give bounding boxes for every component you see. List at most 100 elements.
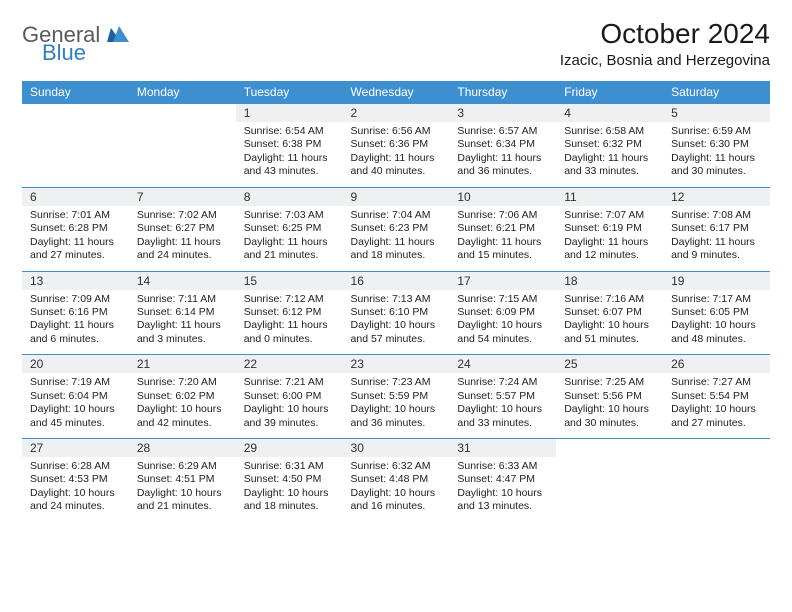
day-cell [663,438,770,522]
day-cell: 11Sunrise: 7:07 AMSunset: 6:19 PMDayligh… [556,187,663,271]
day-cell: 9Sunrise: 7:04 AMSunset: 6:23 PMDaylight… [343,187,450,271]
day-body: Sunrise: 6:57 AMSunset: 6:34 PMDaylight:… [449,122,556,187]
day-line: and 12 minutes. [564,249,655,262]
day-header: Monday [129,81,236,103]
day-cell: 27Sunrise: 6:28 AMSunset: 4:53 PMDayligh… [22,438,129,522]
day-body: Sunrise: 6:28 AMSunset: 4:53 PMDaylight:… [22,457,129,522]
day-line: Sunset: 6:12 PM [244,306,335,319]
day-line: and 45 minutes. [30,417,121,430]
day-number: 27 [22,438,129,457]
day-cell: 25Sunrise: 7:25 AMSunset: 5:56 PMDayligh… [556,354,663,438]
day-line: Sunset: 6:36 PM [351,138,442,151]
day-body: Sunrise: 7:17 AMSunset: 6:05 PMDaylight:… [663,290,770,355]
day-line: Daylight: 11 hours [564,152,655,165]
day-line: and 3 minutes. [137,333,228,346]
day-line: Sunset: 5:59 PM [351,390,442,403]
day-line: Sunset: 6:30 PM [671,138,762,151]
week-row: 1Sunrise: 6:54 AMSunset: 6:38 PMDaylight… [22,103,770,187]
day-body: Sunrise: 6:58 AMSunset: 6:32 PMDaylight:… [556,122,663,187]
day-line: Sunrise: 7:01 AM [30,209,121,222]
day-cell: 26Sunrise: 7:27 AMSunset: 5:54 PMDayligh… [663,354,770,438]
day-line: Sunrise: 7:12 AM [244,293,335,306]
day-line: Sunrise: 7:06 AM [457,209,548,222]
day-line: Sunset: 6:28 PM [30,222,121,235]
day-line: Sunset: 6:02 PM [137,390,228,403]
day-line: and 33 minutes. [564,165,655,178]
day-line: Sunrise: 7:11 AM [137,293,228,306]
day-line: Daylight: 11 hours [671,152,762,165]
day-line: Daylight: 11 hours [30,236,121,249]
day-line: Sunset: 6:09 PM [457,306,548,319]
day-cell: 22Sunrise: 7:21 AMSunset: 6:00 PMDayligh… [236,354,343,438]
day-line: Daylight: 10 hours [137,487,228,500]
day-body: Sunrise: 7:06 AMSunset: 6:21 PMDaylight:… [449,206,556,271]
day-body [556,457,663,511]
day-number: 12 [663,187,770,206]
day-line: Sunrise: 7:21 AM [244,376,335,389]
day-number: 5 [663,103,770,122]
day-cell: 29Sunrise: 6:31 AMSunset: 4:50 PMDayligh… [236,438,343,522]
day-line: Daylight: 11 hours [671,236,762,249]
day-number: 9 [343,187,450,206]
day-header: Wednesday [343,81,450,103]
day-line: and 21 minutes. [244,249,335,262]
day-line: Sunrise: 6:33 AM [457,460,548,473]
day-body: Sunrise: 7:07 AMSunset: 6:19 PMDaylight:… [556,206,663,271]
day-line: Daylight: 10 hours [457,319,548,332]
day-number: 18 [556,271,663,290]
day-cell: 2Sunrise: 6:56 AMSunset: 6:36 PMDaylight… [343,103,450,187]
day-line: and 43 minutes. [244,165,335,178]
day-line: and 27 minutes. [30,249,121,262]
day-cell: 16Sunrise: 7:13 AMSunset: 6:10 PMDayligh… [343,271,450,355]
day-line: Sunset: 6:21 PM [457,222,548,235]
day-body: Sunrise: 7:12 AMSunset: 6:12 PMDaylight:… [236,290,343,355]
header: General Blue October 2024 Izacic, Bosnia… [22,18,770,69]
day-line: Sunrise: 7:20 AM [137,376,228,389]
day-cell: 13Sunrise: 7:09 AMSunset: 6:16 PMDayligh… [22,271,129,355]
day-line: Daylight: 10 hours [244,403,335,416]
day-body: Sunrise: 6:56 AMSunset: 6:36 PMDaylight:… [343,122,450,187]
day-body: Sunrise: 6:59 AMSunset: 6:30 PMDaylight:… [663,122,770,187]
day-body: Sunrise: 7:16 AMSunset: 6:07 PMDaylight:… [556,290,663,355]
day-line: Sunrise: 6:58 AM [564,125,655,138]
day-header: Sunday [22,81,129,103]
day-header: Friday [556,81,663,103]
day-line: Sunrise: 7:15 AM [457,293,548,306]
day-number: 28 [129,438,236,457]
day-line: Daylight: 10 hours [351,487,442,500]
day-line: and 21 minutes. [137,500,228,513]
day-line: Sunset: 6:25 PM [244,222,335,235]
day-line: Sunrise: 7:16 AM [564,293,655,306]
day-cell: 17Sunrise: 7:15 AMSunset: 6:09 PMDayligh… [449,271,556,355]
day-line: Sunset: 5:57 PM [457,390,548,403]
day-line: Daylight: 11 hours [457,236,548,249]
day-cell [22,103,129,187]
day-number: 25 [556,354,663,373]
logo-triangle-icon [107,24,129,46]
day-line: and 48 minutes. [671,333,762,346]
day-line: Sunrise: 7:17 AM [671,293,762,306]
day-line: Sunset: 4:51 PM [137,473,228,486]
day-line: Sunset: 6:16 PM [30,306,121,319]
day-line: and 27 minutes. [671,417,762,430]
day-body: Sunrise: 6:33 AMSunset: 4:47 PMDaylight:… [449,457,556,522]
day-line: and 0 minutes. [244,333,335,346]
day-line: Sunset: 4:53 PM [30,473,121,486]
day-line: Daylight: 10 hours [30,487,121,500]
day-line: and 16 minutes. [351,500,442,513]
day-body: Sunrise: 7:27 AMSunset: 5:54 PMDaylight:… [663,373,770,438]
day-line: Sunrise: 7:19 AM [30,376,121,389]
day-line: and 42 minutes. [137,417,228,430]
day-body: Sunrise: 6:54 AMSunset: 6:38 PMDaylight:… [236,122,343,187]
day-line: Sunset: 6:10 PM [351,306,442,319]
day-cell: 24Sunrise: 7:24 AMSunset: 5:57 PMDayligh… [449,354,556,438]
day-body: Sunrise: 6:31 AMSunset: 4:50 PMDaylight:… [236,457,343,522]
day-line: Daylight: 11 hours [244,236,335,249]
day-cell: 23Sunrise: 7:23 AMSunset: 5:59 PMDayligh… [343,354,450,438]
day-line: Daylight: 10 hours [564,319,655,332]
day-body: Sunrise: 7:04 AMSunset: 6:23 PMDaylight:… [343,206,450,271]
week-row: 6Sunrise: 7:01 AMSunset: 6:28 PMDaylight… [22,187,770,271]
day-line: and 36 minutes. [457,165,548,178]
day-line: Daylight: 11 hours [351,152,442,165]
day-line: Sunset: 4:47 PM [457,473,548,486]
